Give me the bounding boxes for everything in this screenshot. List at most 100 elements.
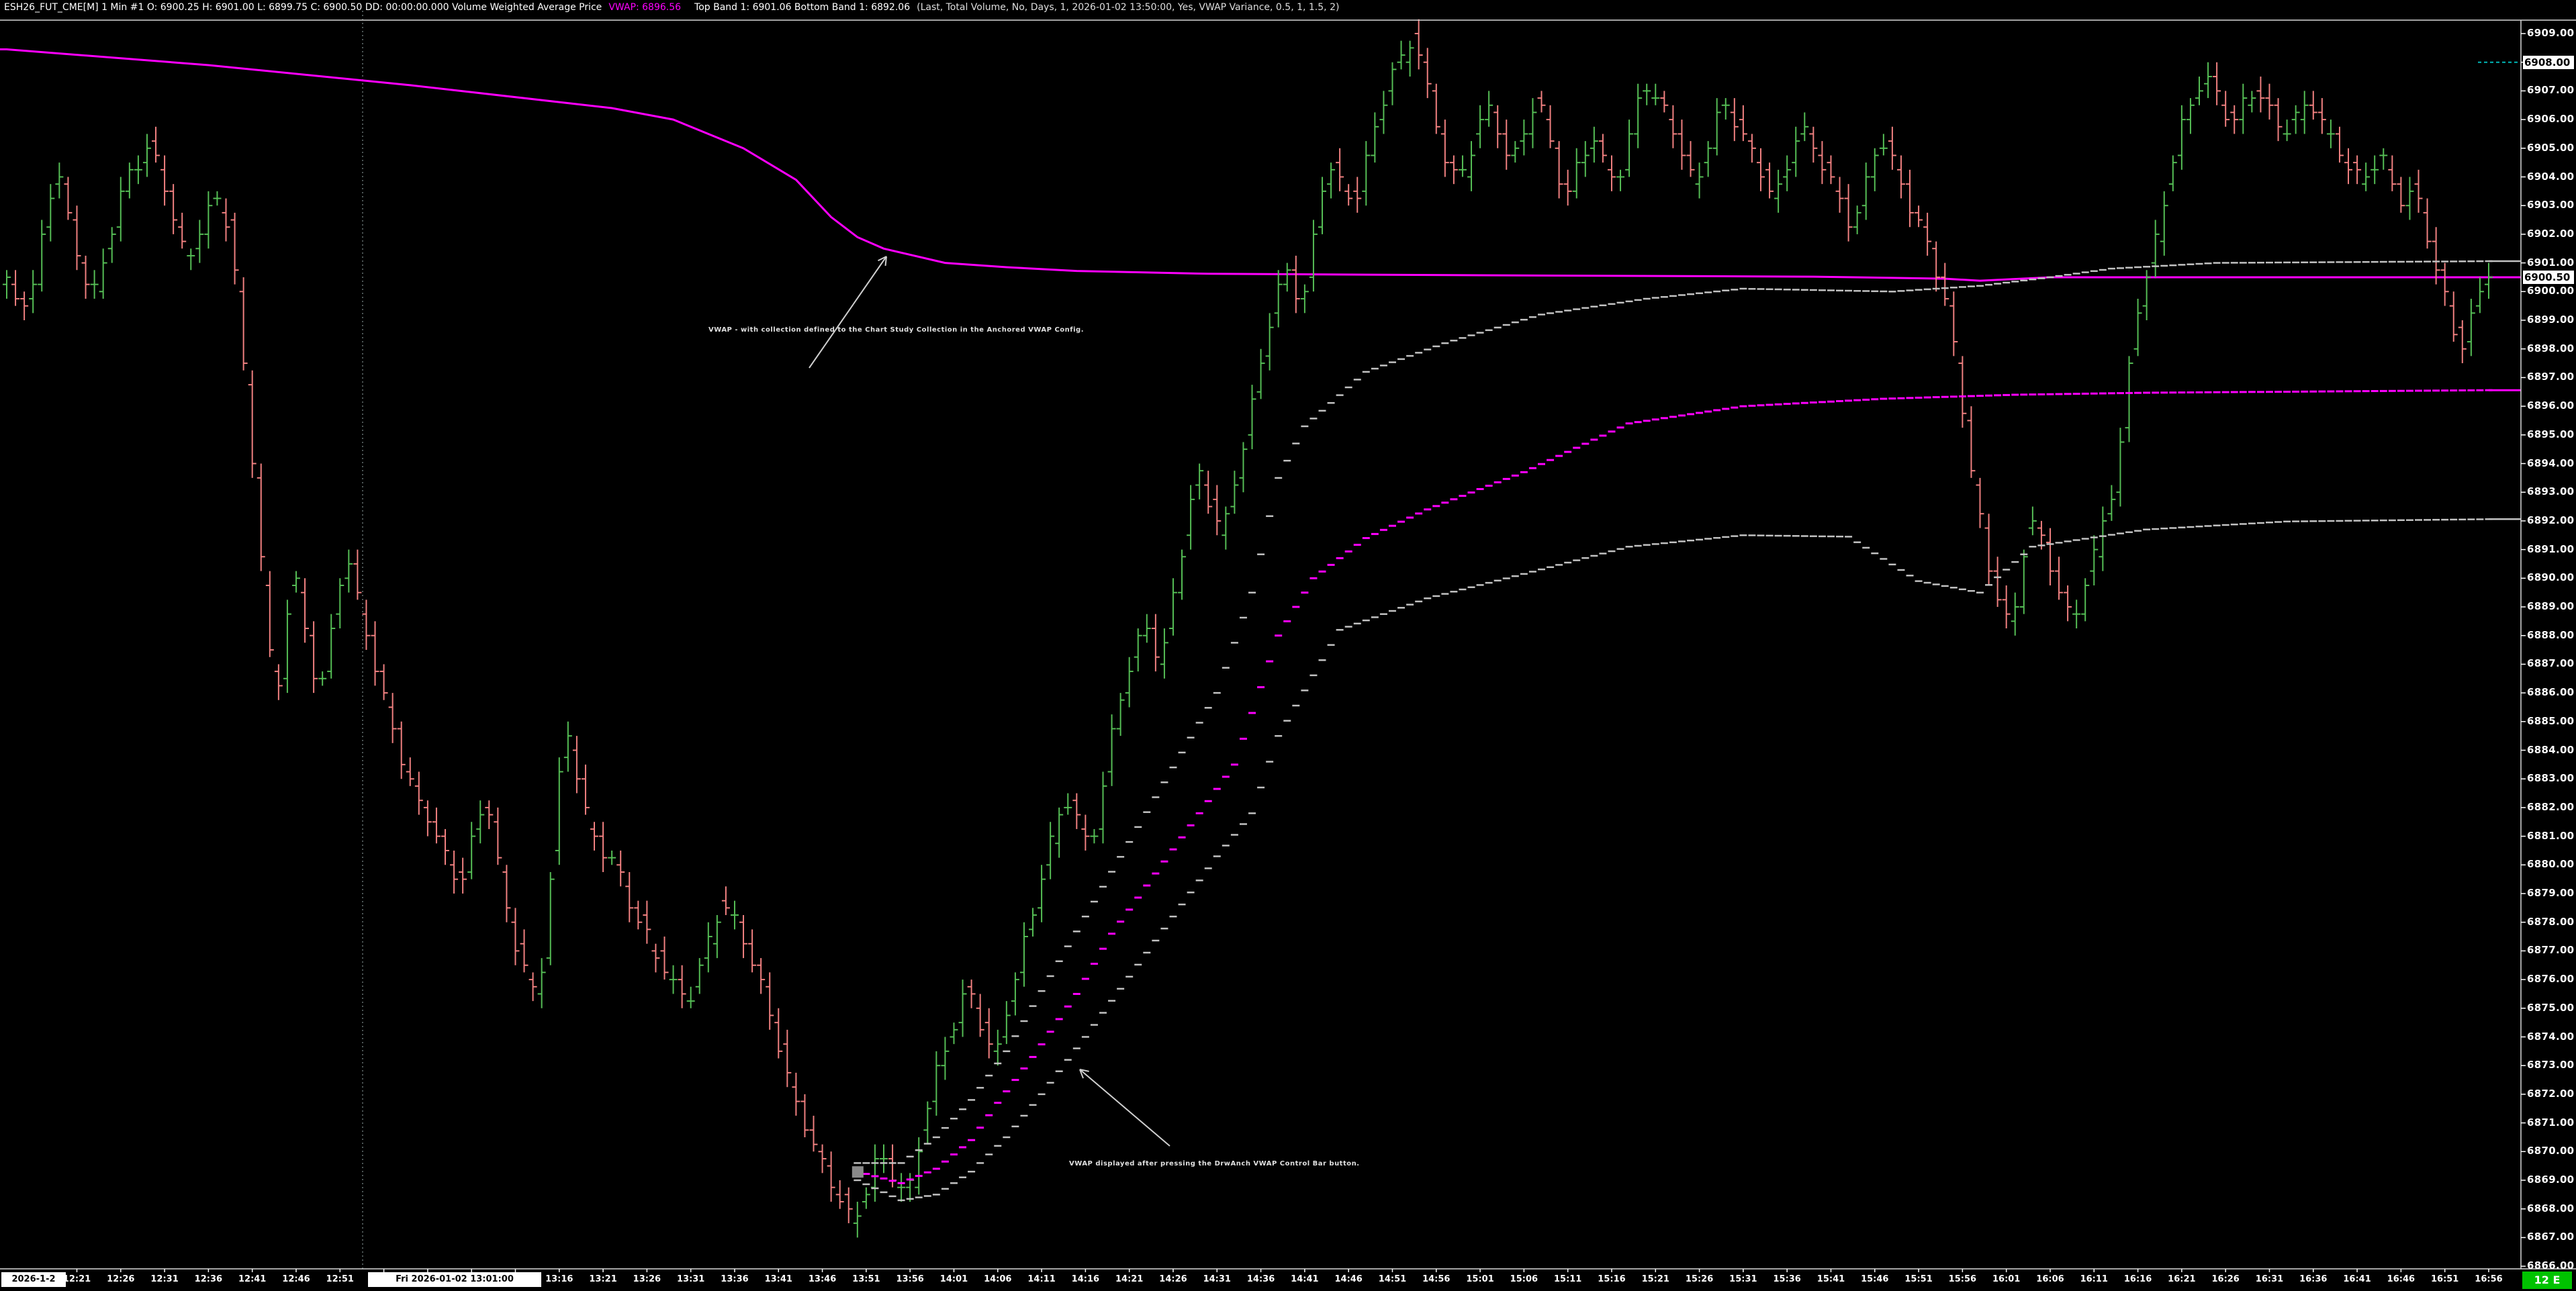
time-axis-label: 16:51	[2430, 1274, 2459, 1284]
ohlc-bar	[2019, 549, 2028, 614]
ohlc-bar	[248, 370, 257, 478]
time-axis-label: 16:11	[2080, 1274, 2108, 1284]
price-axis-label: 6895.00	[2527, 428, 2575, 440]
time-axis-label: 15:41	[1816, 1274, 1845, 1284]
ohlc-bar	[643, 900, 651, 944]
ohlc-bar	[2335, 126, 2344, 163]
price-axis-label: 6897.00	[2527, 371, 2575, 383]
feed-status-badge[interactable]: 12 E	[2522, 1272, 2572, 1289]
ohlc-bar	[29, 270, 38, 314]
ohlc-bar	[1187, 485, 1195, 550]
time-axis-label: 14:01	[939, 1274, 968, 1284]
ohlc-bar	[1721, 98, 1730, 120]
annotation-collection-vwap[interactable]: VWAP - with collection defined to the Ch…	[708, 326, 1085, 334]
ohlc-bar	[2116, 428, 2125, 507]
time-axis-label: 15:51	[1904, 1274, 1933, 1284]
time-axis-label: 13:51	[852, 1274, 880, 1284]
price-axis-label: 6887.00	[2527, 657, 2575, 670]
ohlc-bar	[1844, 184, 1853, 242]
ohlc-bar	[1511, 141, 1520, 163]
time-axis-label: 13:41	[764, 1274, 792, 1284]
ohlc-bar	[55, 162, 64, 199]
annotation-anchored-vwap[interactable]: VWAP displayed after pressing the DrwAnc…	[1069, 1160, 1360, 1167]
ohlc-bar	[1090, 828, 1099, 844]
ohlc-bar	[2142, 270, 2151, 320]
price-axis-label: 6874.00	[2527, 1030, 2575, 1043]
price-axis-label: 6875.00	[2527, 1001, 2575, 1014]
ohlc-bar	[371, 621, 379, 686]
time-axis-label: 14:46	[1334, 1274, 1363, 1284]
ohlc-bar	[2213, 62, 2221, 105]
ohlc-bar	[2484, 262, 2493, 299]
anchored-vwap-line[interactable]	[854, 389, 2521, 1184]
anchored-vwap-top-band[interactable]	[854, 260, 2521, 1164]
time-axis-label: 12:21	[62, 1274, 91, 1284]
ohlc-bar	[1643, 83, 1651, 105]
ohlc-bar	[950, 1022, 958, 1045]
ohlc-bar	[291, 571, 300, 593]
ohlc-bar	[1038, 865, 1046, 922]
ohlc-bar	[1116, 693, 1125, 736]
ohlc-bar	[1695, 162, 1704, 199]
ohlc-bar	[2099, 506, 2107, 571]
price-axis-label: 6902.00	[2527, 227, 2575, 240]
ohlc-bar	[134, 155, 142, 185]
time-axis-label: 15:06	[1510, 1274, 1538, 1284]
ohlc-bar	[511, 908, 520, 965]
annotation-arrow-collection[interactable]	[809, 256, 887, 369]
ohlc-bar	[1168, 578, 1177, 636]
time-axis-label: 15:26	[1685, 1274, 1714, 1284]
ohlc-bar	[1099, 771, 1107, 844]
ohlc-bar	[432, 807, 441, 844]
collection-vwap-line[interactable]	[0, 48, 2521, 282]
ohlc-bar	[2248, 91, 2256, 113]
ohlc-bar	[563, 721, 572, 772]
time-axis-label: 16:26	[2211, 1274, 2240, 1284]
ohlc-bar	[1651, 83, 1660, 105]
price-axis-label: 6901.00	[2527, 256, 2575, 269]
ohlc-bar	[1932, 241, 1941, 292]
annotation-arrow-anchored[interactable]	[1079, 1069, 1170, 1147]
ohlc-bar	[915, 1137, 923, 1195]
ohlc-bar	[2072, 600, 2081, 629]
ohlc-bar	[2353, 155, 2362, 185]
ohlc-bar	[2177, 105, 2186, 170]
ohlc-bar	[344, 549, 353, 593]
ohlc-bar	[783, 1029, 792, 1088]
vwap-anchor-handle[interactable]	[852, 1166, 864, 1178]
ohlc-bar	[1291, 255, 1300, 314]
time-axis-label: 15:31	[1729, 1274, 1757, 1284]
price-axis-label: 6891.00	[2527, 542, 2575, 555]
ohlc-bar	[572, 736, 581, 794]
ohlc-bar	[160, 155, 169, 206]
time-axis-label: 14:31	[1203, 1274, 1231, 1284]
ohlc-bar	[1792, 126, 1800, 177]
ohlc-bar	[2458, 320, 2467, 364]
ohlc-bar	[660, 937, 669, 980]
ohlc-bar	[1607, 155, 1616, 191]
ohlc-bar	[441, 828, 449, 865]
ohlc-bar	[984, 1008, 993, 1059]
ohlc-bar	[1485, 91, 1493, 127]
crosshair-datetime-box: Fri 2026-01-02 13:01:00	[368, 1272, 541, 1287]
price-axis-label: 6905.00	[2527, 141, 2575, 154]
ohlc-bar	[2011, 592, 2019, 636]
ohlc-bar	[1879, 134, 1888, 156]
ohlc-bar	[1476, 105, 1485, 148]
ohlc-bar	[792, 1072, 800, 1116]
ohlc-bar	[1747, 134, 1756, 163]
time-axis-label: 12:31	[150, 1274, 179, 1284]
ohlc-bar	[265, 571, 274, 657]
ohlc-bar	[669, 965, 678, 994]
ohlc-bar	[1906, 169, 1915, 228]
ohlc-bar	[1440, 119, 1449, 177]
anchored-vwap-bottom-band[interactable]	[854, 518, 2521, 1202]
ohlc-bar	[1546, 105, 1555, 148]
time-axis-label: 12:51	[326, 1274, 354, 1284]
price-axis-label: 6868.00	[2527, 1202, 2575, 1214]
ohlc-bar	[239, 277, 248, 371]
ohlc-bar	[2300, 91, 2309, 134]
price-axis-label: 6883.00	[2527, 772, 2575, 785]
time-axis-label: 13:56	[896, 1274, 924, 1284]
